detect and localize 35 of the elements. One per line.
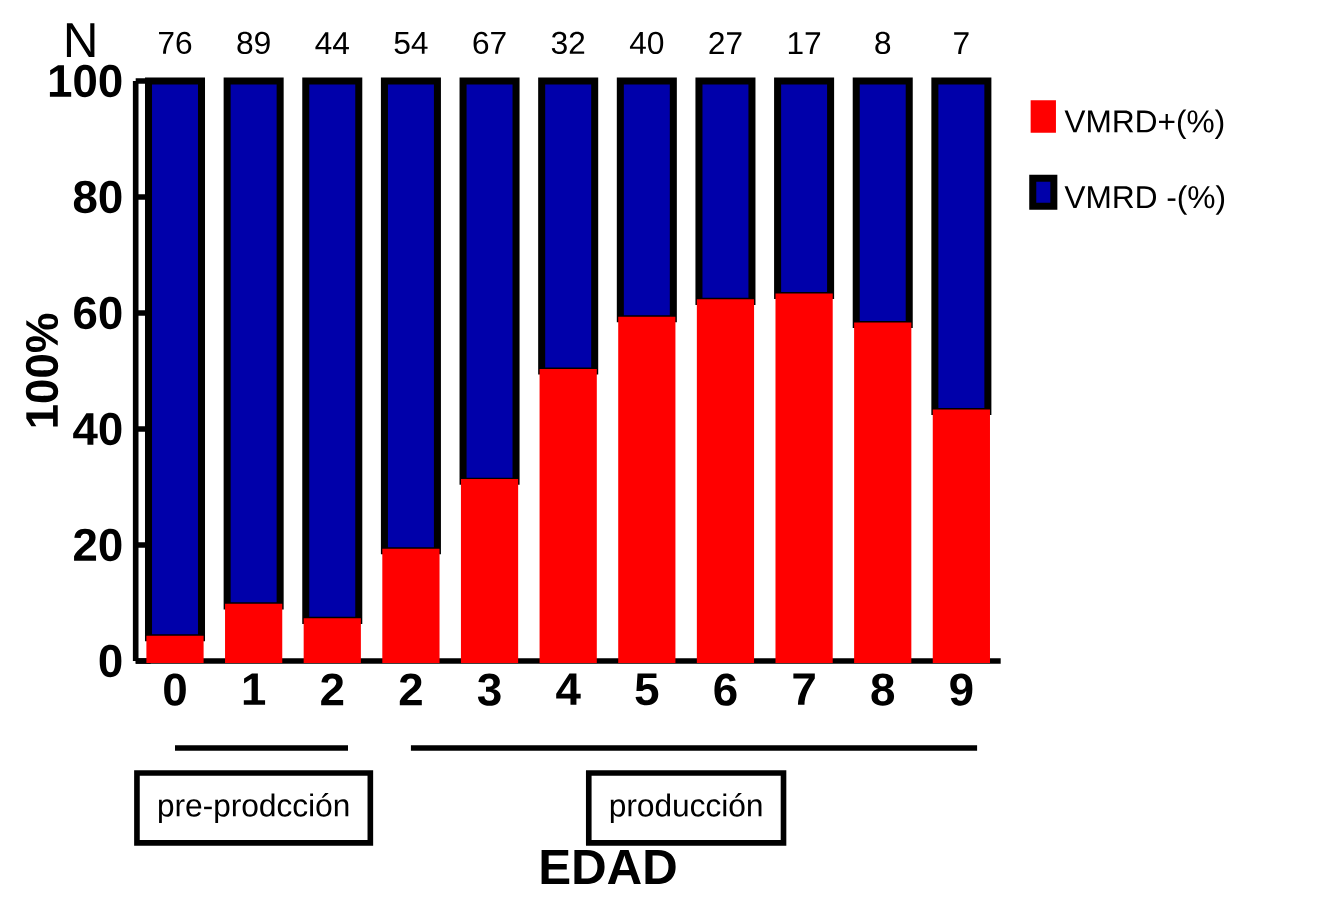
text: N xyxy=(66,23,95,57)
x-tick-label: 0 xyxy=(164,673,186,706)
text: 27 xyxy=(709,31,742,55)
x-tick-label: 9 xyxy=(950,673,973,706)
x-tick-label: 8 xyxy=(871,673,895,706)
y-tick-label: 80 xyxy=(73,180,122,214)
x-axis-title: EDAD xyxy=(541,850,676,884)
x-tick-label: 1 xyxy=(243,673,266,705)
y-tick-label: 0 xyxy=(99,644,122,678)
text: 17 xyxy=(788,32,821,55)
text: 7 xyxy=(954,32,969,55)
y-tick-label: 100 xyxy=(49,64,122,98)
x-tick-label: 3 xyxy=(477,673,501,706)
y-axis-title: 100% xyxy=(25,313,59,427)
text: 89 xyxy=(237,31,270,55)
x-tick-label: 5 xyxy=(635,673,659,706)
y-tick-label: 40 xyxy=(73,412,122,446)
text: 44 xyxy=(315,32,349,55)
x-tick-label: 4 xyxy=(556,673,581,705)
text: 8 xyxy=(875,31,891,55)
text: 40 xyxy=(629,31,664,55)
x-tick-label: 6 xyxy=(714,673,737,706)
text: 54 xyxy=(394,31,428,55)
x-tick-label: 2 xyxy=(399,673,422,706)
x-tick-label: 2 xyxy=(321,673,344,706)
text: 76 xyxy=(159,31,192,55)
y-tick-label: 60 xyxy=(74,296,122,330)
legend-label: VMRD+(%) xyxy=(1064,109,1224,139)
text: 67 xyxy=(473,31,506,55)
text: 32 xyxy=(551,31,585,55)
y-tick-label: 20 xyxy=(74,528,122,562)
text: producción xyxy=(610,793,762,823)
x-tick-label: 7 xyxy=(793,673,815,705)
legend-label: VMRD -(%) xyxy=(1064,185,1225,215)
text: pre-prodcción xyxy=(158,793,349,823)
